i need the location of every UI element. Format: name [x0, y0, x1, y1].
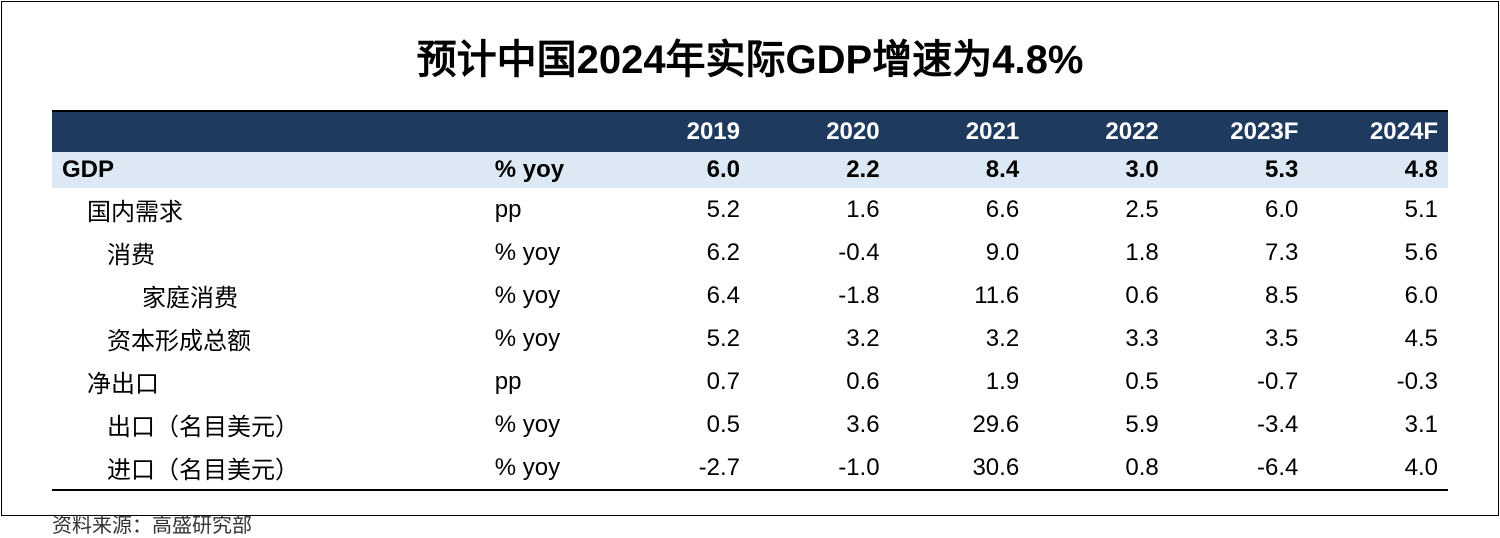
table-row: 消费% yoy6.2-0.49.01.87.35.6 — [52, 231, 1448, 274]
table-wrapper: 2019 2020 2021 2022 2023F 2024F GDP% yoy… — [52, 110, 1448, 491]
row-value: 0.5 — [1029, 360, 1169, 403]
row-value: 0.6 — [1029, 274, 1169, 317]
header-row: 2019 2020 2021 2022 2023F 2024F — [52, 112, 1448, 152]
row-value: 1.9 — [890, 360, 1030, 403]
row-value: 4.0 — [1308, 446, 1448, 489]
table-row: 净出口pp0.70.61.90.5-0.7-0.3 — [52, 360, 1448, 403]
row-value: 4.5 — [1308, 317, 1448, 360]
row-value: 5.6 — [1308, 231, 1448, 274]
row-value: 6.2 — [610, 231, 750, 274]
row-value: 1.6 — [750, 188, 890, 231]
row-value: 6.6 — [890, 188, 1030, 231]
row-label: 国内需求 — [52, 188, 485, 231]
row-value: 5.1 — [1308, 188, 1448, 231]
page-title: 预计中国2024年实际GDP增速为4.8% — [52, 27, 1448, 85]
table-row: 国内需求pp5.21.66.62.56.05.1 — [52, 188, 1448, 231]
row-value: 3.1 — [1308, 403, 1448, 446]
row-unit: pp — [485, 188, 611, 231]
row-value: 7.3 — [1169, 231, 1309, 274]
row-value: 3.0 — [1029, 152, 1169, 188]
row-value: 30.6 — [890, 446, 1030, 489]
row-value: -3.4 — [1169, 403, 1309, 446]
row-unit: % yoy — [485, 446, 611, 489]
gdp-table: 2019 2020 2021 2022 2023F 2024F GDP% yoy… — [52, 112, 1448, 489]
table-header: 2019 2020 2021 2022 2023F 2024F — [52, 112, 1448, 152]
source-text: 资料来源：高盛研究部 — [52, 509, 1448, 538]
header-2020: 2020 — [750, 112, 890, 152]
header-unit-blank — [485, 112, 611, 152]
row-value: -0.3 — [1308, 360, 1448, 403]
header-2023f: 2023F — [1169, 112, 1309, 152]
row-label: 出口（名目美元） — [52, 403, 485, 446]
row-label: 资本形成总额 — [52, 317, 485, 360]
row-unit: % yoy — [485, 274, 611, 317]
header-label-blank — [52, 112, 485, 152]
row-value: 3.2 — [750, 317, 890, 360]
row-value: 5.2 — [610, 317, 750, 360]
row-unit: % yoy — [485, 317, 611, 360]
row-value: 2.2 — [750, 152, 890, 188]
row-value: -0.4 — [750, 231, 890, 274]
row-value: 29.6 — [890, 403, 1030, 446]
row-value: 2.5 — [1029, 188, 1169, 231]
row-value: 6.4 — [610, 274, 750, 317]
row-unit: % yoy — [485, 231, 611, 274]
row-value: 4.8 — [1308, 152, 1448, 188]
row-label: GDP — [52, 152, 485, 188]
row-value: -1.0 — [750, 446, 890, 489]
row-value: 5.9 — [1029, 403, 1169, 446]
row-value: 3.5 — [1169, 317, 1309, 360]
row-value: -6.4 — [1169, 446, 1309, 489]
row-unit: % yoy — [485, 403, 611, 446]
row-value: 8.4 — [890, 152, 1030, 188]
row-value: -1.8 — [750, 274, 890, 317]
row-value: 6.0 — [610, 152, 750, 188]
row-value: 3.2 — [890, 317, 1030, 360]
row-value: 0.5 — [610, 403, 750, 446]
row-value: 5.3 — [1169, 152, 1309, 188]
row-value: -2.7 — [610, 446, 750, 489]
row-label: 净出口 — [52, 360, 485, 403]
header-2022: 2022 — [1029, 112, 1169, 152]
row-value: 0.8 — [1029, 446, 1169, 489]
row-value: 9.0 — [890, 231, 1030, 274]
row-value: 8.5 — [1169, 274, 1309, 317]
table-body: GDP% yoy6.02.28.43.05.34.8国内需求pp5.21.66.… — [52, 152, 1448, 489]
row-value: 3.3 — [1029, 317, 1169, 360]
row-value: 1.8 — [1029, 231, 1169, 274]
row-label: 消费 — [52, 231, 485, 274]
header-2021: 2021 — [890, 112, 1030, 152]
table-row: 资本形成总额% yoy5.23.23.23.33.54.5 — [52, 317, 1448, 360]
header-2019: 2019 — [610, 112, 750, 152]
row-value: 3.6 — [750, 403, 890, 446]
table-row: 出口（名目美元）% yoy0.53.629.65.9-3.43.1 — [52, 403, 1448, 446]
header-2024f: 2024F — [1308, 112, 1448, 152]
table-row: GDP% yoy6.02.28.43.05.34.8 — [52, 152, 1448, 188]
table-row: 进口（名目美元）% yoy-2.7-1.030.60.8-6.44.0 — [52, 446, 1448, 489]
table-row: 家庭消费% yoy6.4-1.811.60.68.56.0 — [52, 274, 1448, 317]
row-label: 进口（名目美元） — [52, 446, 485, 489]
row-value: 0.6 — [750, 360, 890, 403]
row-value: 6.0 — [1308, 274, 1448, 317]
row-unit: % yoy — [485, 152, 611, 188]
row-value: -0.7 — [1169, 360, 1309, 403]
row-value: 0.7 — [610, 360, 750, 403]
row-value: 5.2 — [610, 188, 750, 231]
row-value: 11.6 — [890, 274, 1030, 317]
document-container: 预计中国2024年实际GDP增速为4.8% 2019 2020 2021 202… — [1, 1, 1499, 516]
row-value: 6.0 — [1169, 188, 1309, 231]
row-unit: pp — [485, 360, 611, 403]
row-label: 家庭消费 — [52, 274, 485, 317]
